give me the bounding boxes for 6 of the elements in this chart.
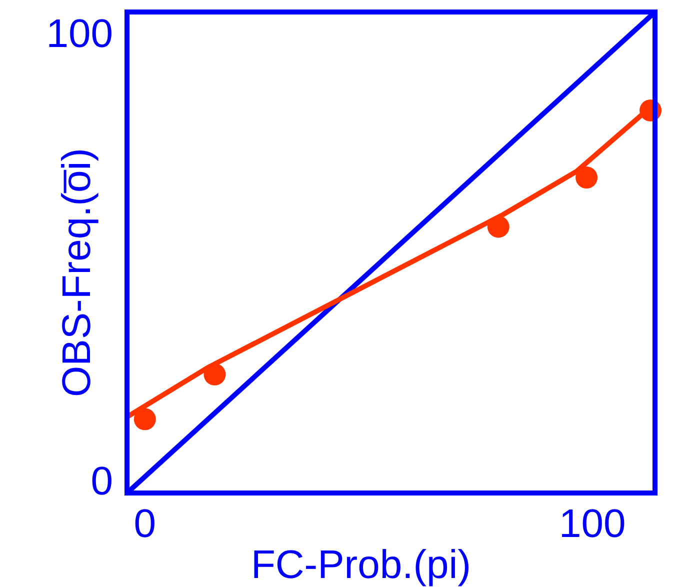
point	[204, 363, 226, 386]
point	[576, 166, 598, 189]
point	[134, 408, 156, 430]
x-axis-title: FC-Prob.(pi)	[250, 543, 472, 587]
point	[487, 216, 510, 238]
y-axis-title: OBS-Freq.(o̅i)	[55, 148, 99, 397]
